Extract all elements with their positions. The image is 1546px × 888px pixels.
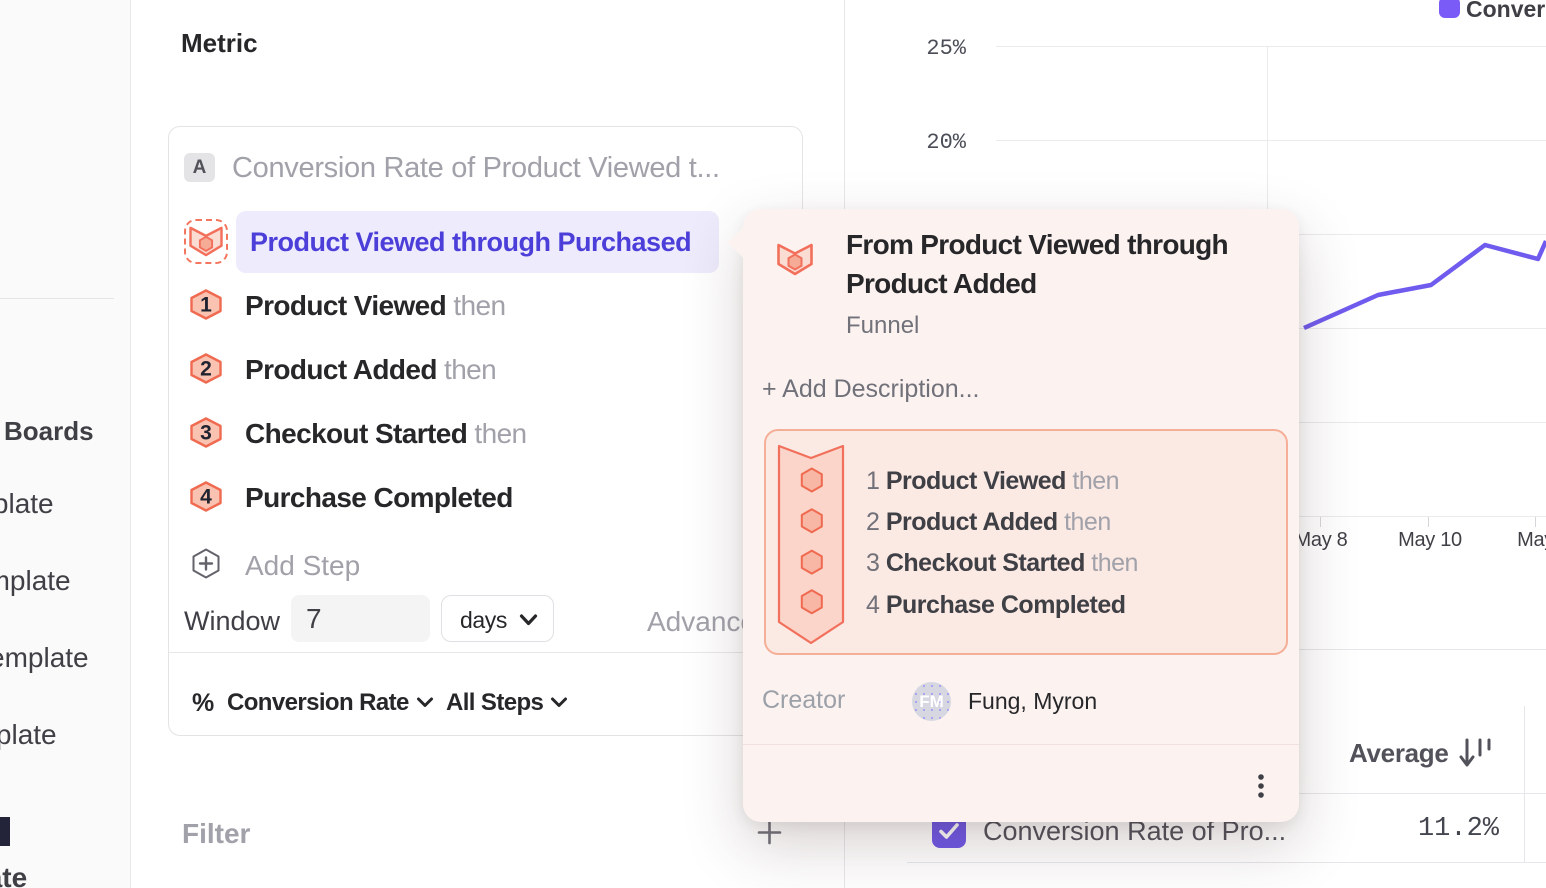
svg-text:1: 1 [200, 294, 212, 317]
svg-text:3: 3 [200, 422, 212, 445]
svg-text:2: 2 [200, 358, 212, 381]
svg-text:4: 4 [200, 486, 212, 509]
